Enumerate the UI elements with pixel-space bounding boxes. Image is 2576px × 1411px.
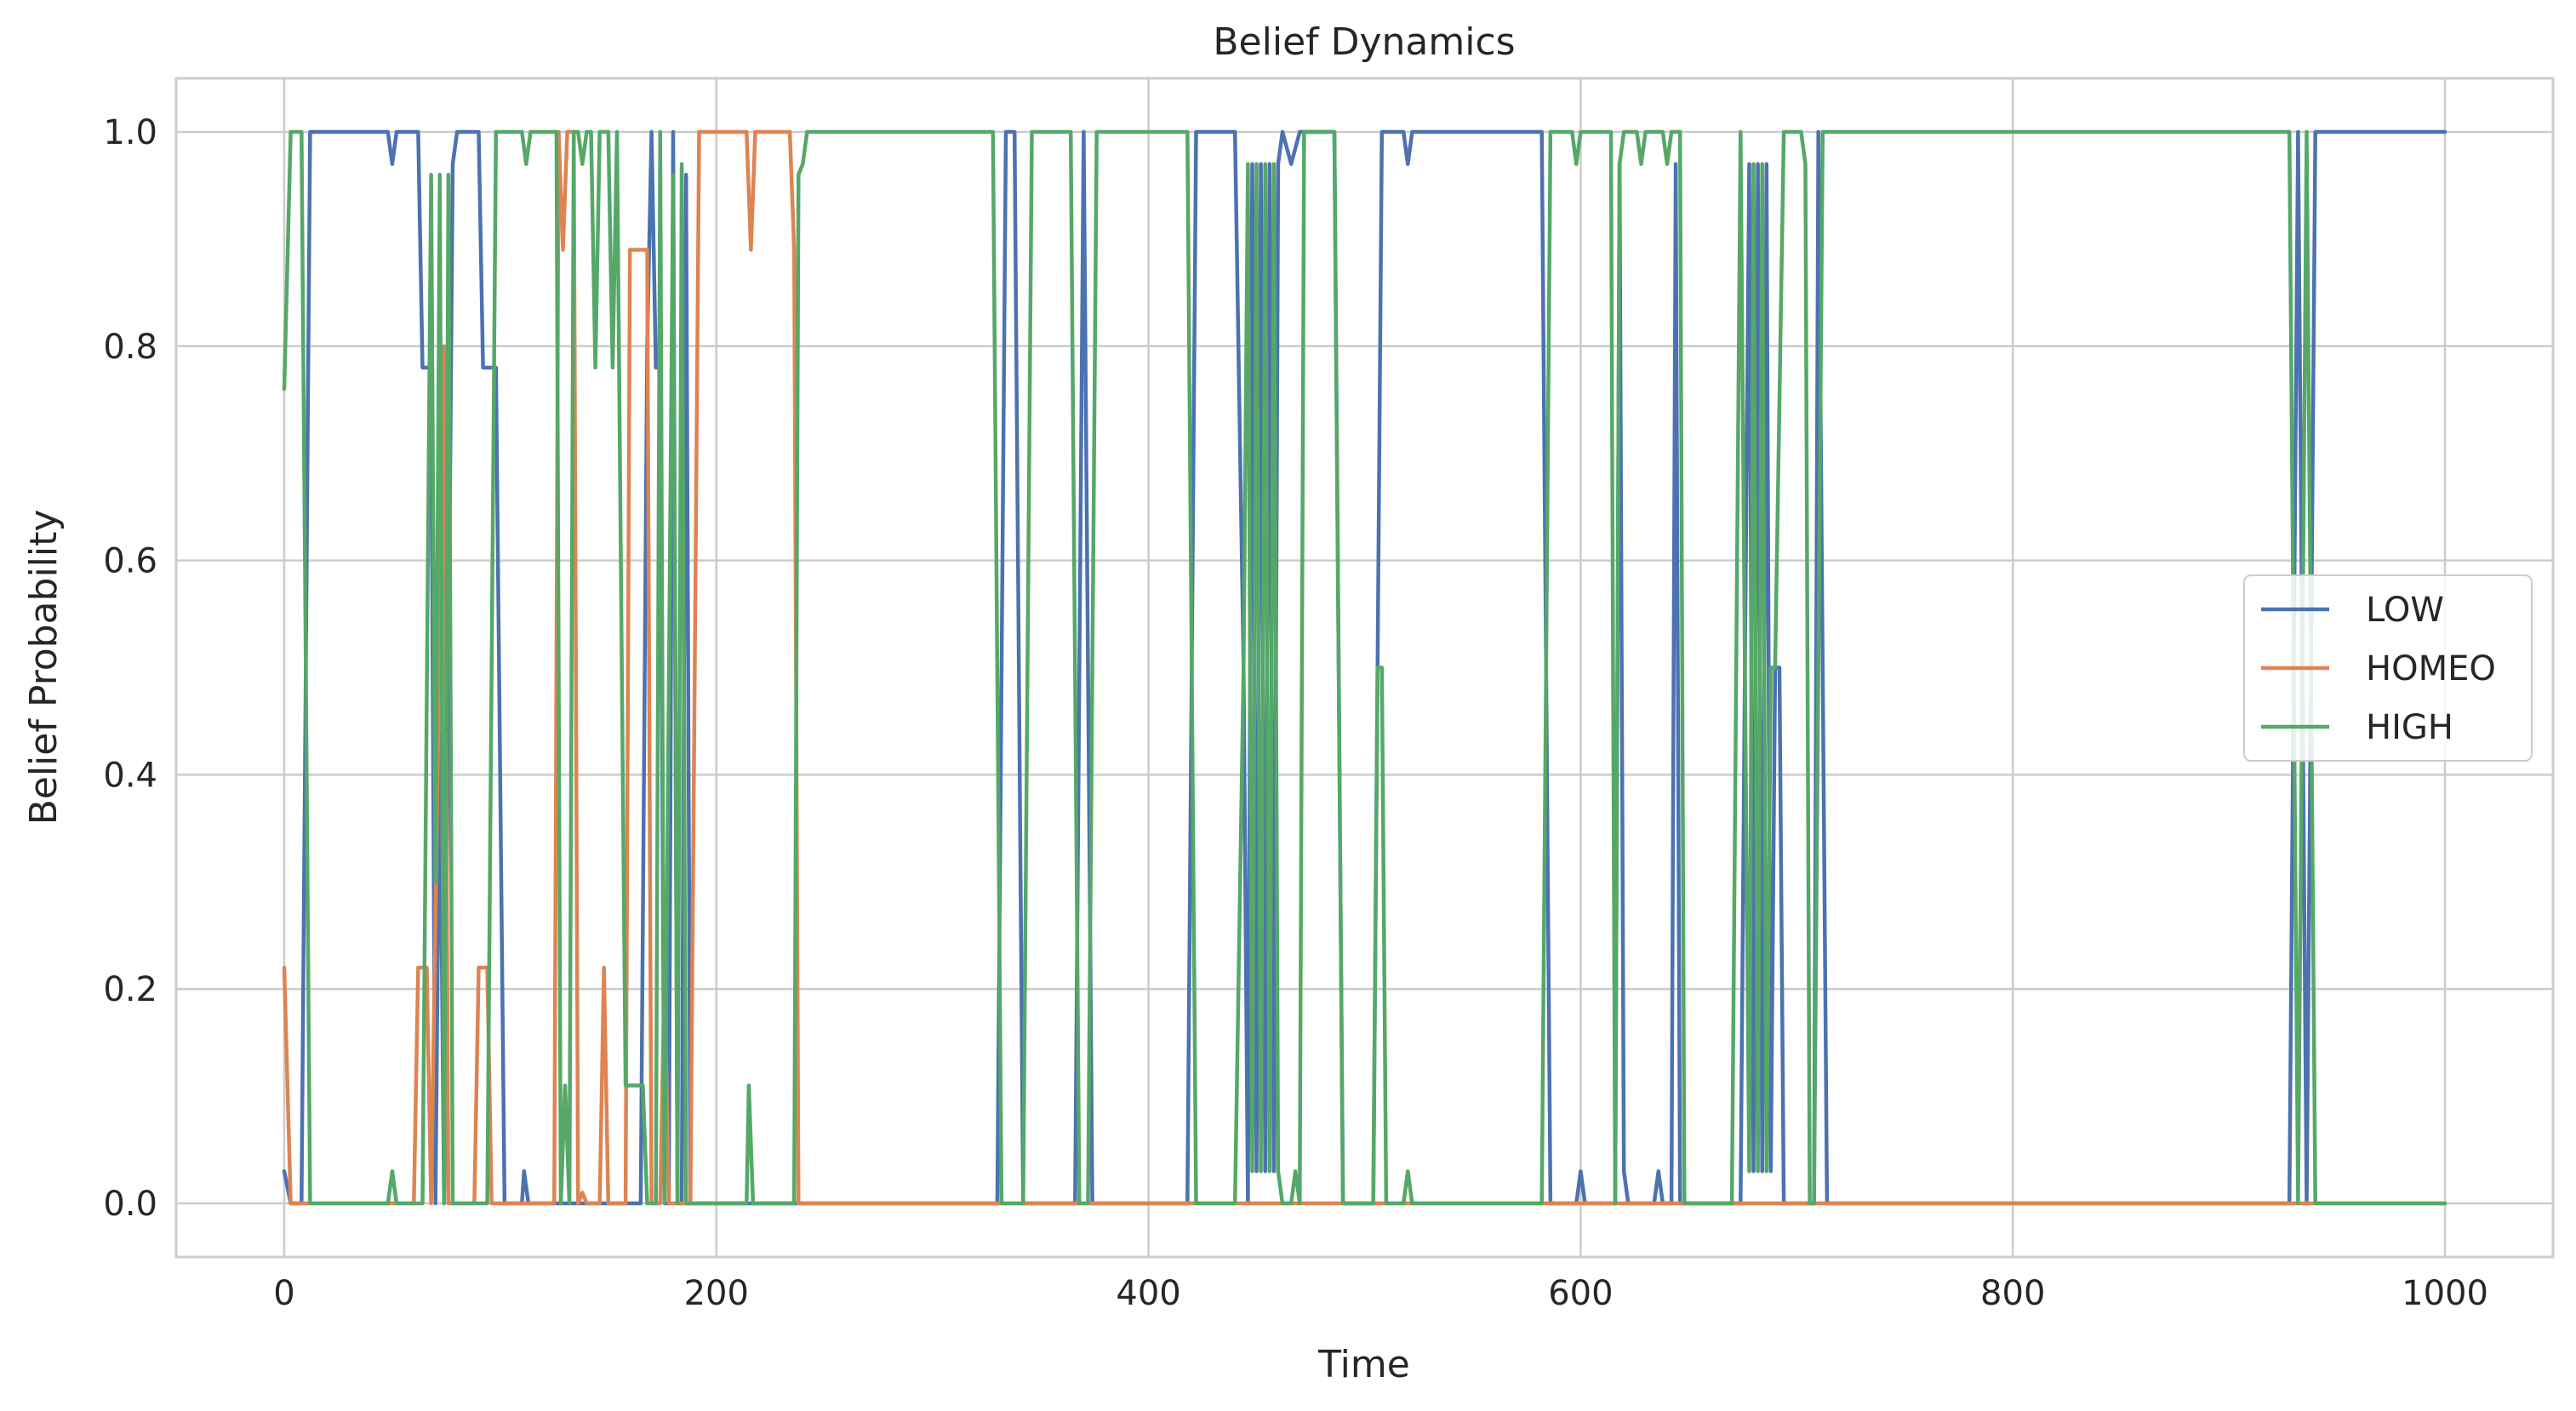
legend-box (2243, 574, 2533, 762)
x-tick-label: 400 (1116, 1274, 1180, 1313)
plot-area (176, 78, 2553, 1257)
legend-label-low: LOW (2366, 591, 2444, 630)
x-tick-label: 800 (1980, 1274, 2045, 1313)
y-tick-label: 0.4 (103, 756, 157, 795)
x-tick-label: 0 (273, 1274, 294, 1313)
y-tick-label: 0.8 (103, 328, 157, 367)
x-tick-label: 1000 (2402, 1274, 2488, 1313)
x-tick-label: 200 (684, 1274, 749, 1313)
plot-border (174, 77, 2555, 1259)
series-lines (282, 129, 2447, 1206)
chart-title: Belief Dynamics (1213, 20, 1515, 64)
x-tick-label: 600 (1548, 1274, 1613, 1313)
legend-label-high: HIGH (2366, 708, 2453, 747)
x-tick-labels: 0 200 400 600 800 1000 (273, 1274, 2488, 1313)
legend: LOW HOMEO HIGH (2243, 574, 2533, 762)
y-tick-label: 0.0 (103, 1185, 157, 1224)
series-line-high (282, 129, 2447, 1206)
y-tick-label: 1.0 (103, 113, 157, 152)
legend-label-homeo: HOMEO (2366, 649, 2496, 688)
y-tick-labels: 0.0 0.2 0.4 0.6 0.8 1.0 (103, 113, 157, 1224)
x-axis-title: Time (1317, 1343, 1410, 1386)
y-axis-title: Belief Probability (22, 510, 66, 825)
y-tick-label: 0.6 (103, 542, 157, 581)
legend-entries: LOW HOMEO HIGH (2261, 591, 2496, 747)
y-tick-label: 0.2 (103, 970, 157, 1009)
series-line-low (282, 129, 2447, 1206)
